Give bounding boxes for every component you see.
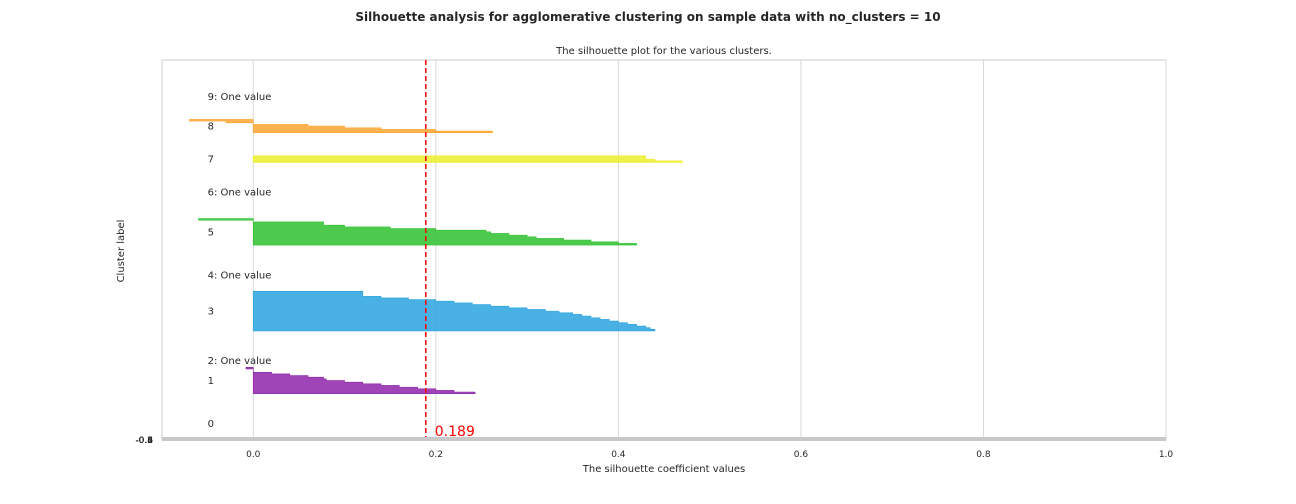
cluster-label: 1 xyxy=(208,376,214,387)
x-axis-label: The silhouette coefficient values xyxy=(582,464,746,475)
x-tick-label: 0.6 xyxy=(794,450,809,460)
cluster-label: 7 xyxy=(208,155,214,166)
x-tick-label: 0.0 xyxy=(246,450,261,460)
figure-suptitle: Silhouette analysis for agglomerative cl… xyxy=(355,10,940,25)
average-silhouette-group: 0.189 xyxy=(425,60,475,440)
y-tick-label: -0.2 xyxy=(135,436,153,446)
cluster-label: 9: One value xyxy=(208,92,272,103)
cluster-label: 4: One value xyxy=(208,270,272,281)
plot-area xyxy=(161,59,1167,441)
y-tick-label: -0.4 xyxy=(135,436,153,446)
cluster-label: 2: One value xyxy=(208,356,272,367)
x-tick-label: 0.4 xyxy=(611,450,626,460)
y-tick-label: -0.6 xyxy=(135,436,153,446)
y-axis-label: Cluster label xyxy=(116,220,127,283)
x-ticks: 0.0 0.2 0.4 0.6 0.8 1.0 xyxy=(246,450,1173,460)
x-tick-label: 0.8 xyxy=(976,450,991,460)
silhouette-cluster xyxy=(198,218,637,246)
x-tick-label: 0.2 xyxy=(429,450,443,460)
cluster-labels: 0 1 2: One value 3 4: One value 5 6: One value… xyxy=(208,92,272,430)
cluster-label: 8 xyxy=(208,122,214,133)
x-axis-bar xyxy=(162,437,1166,441)
average-silhouette-label: 0.189 xyxy=(435,424,475,440)
cluster-label: 6: One value xyxy=(208,188,272,199)
cluster-label: 3 xyxy=(208,307,214,318)
y-tick-label: -0.8 xyxy=(135,436,153,446)
cluster-silhouettes xyxy=(189,119,683,395)
silhouette-cluster xyxy=(252,155,683,163)
silhouette-cluster xyxy=(252,291,656,332)
silhouette-cluster xyxy=(189,119,493,133)
silhouette-cluster xyxy=(245,367,476,395)
chart-title: The silhouette plot for the various clus… xyxy=(555,46,772,57)
cluster-label: 5 xyxy=(208,227,214,238)
cluster-label: 0 xyxy=(208,419,214,430)
y-ticks: -0.2-0.4-0.6-0.8 xyxy=(135,436,153,446)
x-tick-label: 1.0 xyxy=(1159,450,1174,460)
